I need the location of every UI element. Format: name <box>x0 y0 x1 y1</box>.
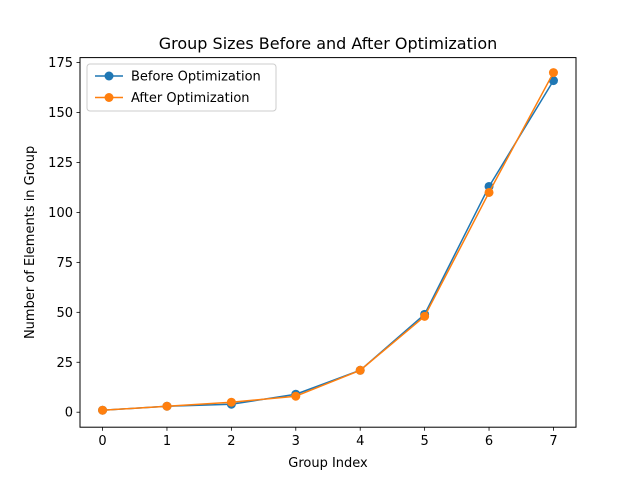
chart-title: Group Sizes Before and After Optimizatio… <box>159 34 498 53</box>
x-tick-label: 7 <box>549 434 557 449</box>
data-point <box>548 68 558 78</box>
y-tick-label: 150 <box>48 106 73 121</box>
y-tick-label: 75 <box>56 256 73 271</box>
y-tick-label: 50 <box>56 306 73 321</box>
series-line-1 <box>102 72 555 411</box>
y-axis: 0 25 50 75 100 125 150 175 <box>48 56 80 421</box>
data-point <box>355 365 365 375</box>
x-tick-label: 6 <box>485 434 493 449</box>
legend-frame <box>86 63 277 112</box>
plot-area <box>98 68 558 415</box>
x-tick-label: 3 <box>292 434 300 449</box>
x-tick-label: 0 <box>98 434 106 449</box>
y-tick-label: 0 <box>65 406 73 421</box>
legend-label: Before Optimization <box>131 70 261 85</box>
data-point <box>420 311 430 321</box>
data-point <box>98 405 108 415</box>
data-point <box>291 391 301 401</box>
x-tick-label: 2 <box>227 434 235 449</box>
y-axis-label: Number of Elements in Group <box>23 146 38 339</box>
axes-frame <box>79 57 577 428</box>
x-tick-label: 4 <box>356 434 364 449</box>
legend-label: After Optimization <box>131 91 250 106</box>
y-tick-label: 100 <box>48 206 73 221</box>
x-tick-label: 5 <box>420 434 428 449</box>
x-axis: 0 1 2 3 4 5 6 7 <box>98 427 558 449</box>
series-line-0 <box>102 80 555 411</box>
y-tick-label: 125 <box>48 156 73 171</box>
y-tick-label: 175 <box>48 56 73 71</box>
y-tick-label: 25 <box>56 356 73 371</box>
data-point <box>162 401 172 411</box>
x-tick-label: 1 <box>163 434 171 449</box>
legend: Before Optimization After Optimization <box>86 63 277 112</box>
data-point <box>484 187 494 197</box>
data-point <box>226 397 236 407</box>
x-axis-label: Group Index <box>288 456 368 471</box>
legend-swatch-marker <box>104 71 114 81</box>
legend-swatch-marker <box>104 93 114 102</box>
